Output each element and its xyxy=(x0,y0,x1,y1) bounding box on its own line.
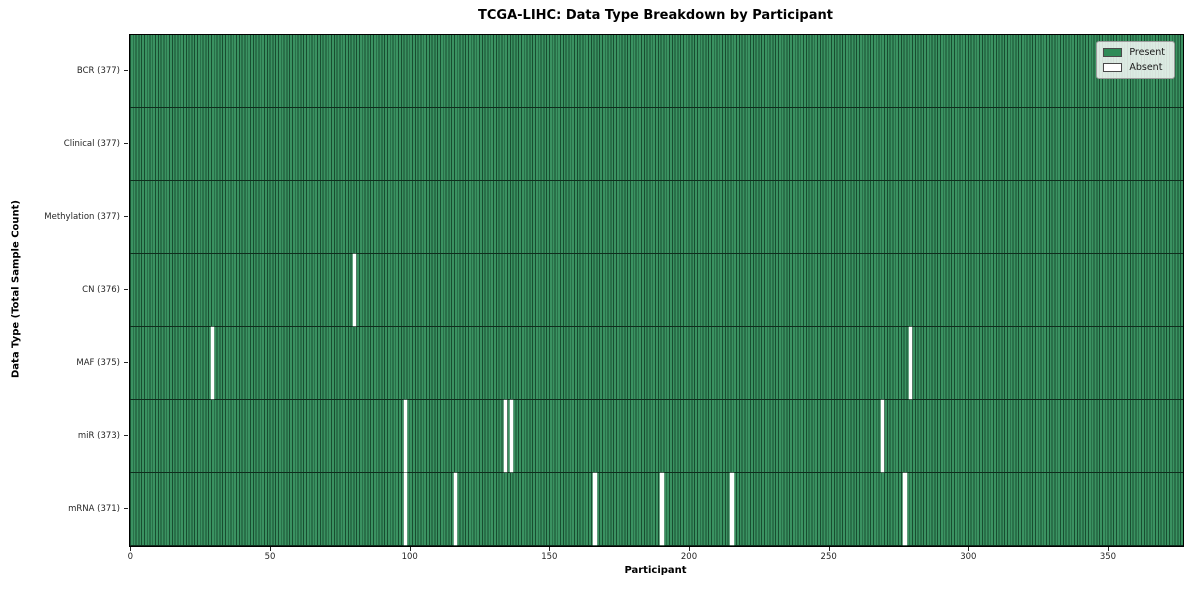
absent-marker-mir-269 xyxy=(881,400,885,472)
absent-marker-mrna-116 xyxy=(453,473,457,545)
heat-row-methylation xyxy=(130,181,1183,254)
legend: Present Absent xyxy=(1096,41,1175,79)
absent-marker-cn-80 xyxy=(353,254,357,326)
xtick-label-200: 200 xyxy=(680,552,698,562)
absent-marker-mir-134 xyxy=(504,400,508,472)
xtick-mark xyxy=(130,546,132,551)
legend-label-absent: Absent xyxy=(1129,62,1163,73)
xtick-mark xyxy=(270,546,272,551)
absent-marker-maf-279 xyxy=(909,327,913,399)
ytick-mark xyxy=(124,435,128,436)
ytick-label-mir: miR (373) xyxy=(77,430,120,441)
ytick-label-mrna: mRNA (371) xyxy=(68,503,120,514)
ytick-mark xyxy=(124,362,128,363)
absent-marker-mir-98 xyxy=(403,400,407,472)
absent-marker-mir-136 xyxy=(509,400,513,472)
xtick-label-350: 350 xyxy=(1099,552,1117,562)
xtick-label-50: 50 xyxy=(264,552,276,562)
chart-title: TCGA-LIHC: Data Type Breakdown by Partic… xyxy=(478,8,833,23)
legend-item-absent: Absent xyxy=(1103,62,1165,73)
legend-label-present: Present xyxy=(1129,47,1165,58)
absent-marker-mrna-277 xyxy=(903,473,907,545)
xtick-label-250: 250 xyxy=(820,552,837,562)
xtick-mark xyxy=(409,546,411,551)
ytick-mark xyxy=(124,70,128,71)
ytick-label-bcr: BCR (377) xyxy=(76,65,120,76)
x-axis-label: Participant xyxy=(624,565,687,576)
absent-marker-maf-29 xyxy=(210,327,214,399)
heat-row-cn xyxy=(130,254,1183,327)
heat-row-mrna xyxy=(130,473,1183,546)
ytick-label-cn: CN (376) xyxy=(82,284,120,295)
ytick-label-maf: MAF (375) xyxy=(76,357,120,368)
absent-marker-mrna-166 xyxy=(593,473,597,545)
heat-row-clinical xyxy=(130,108,1183,181)
xtick-label-300: 300 xyxy=(960,552,977,562)
plot-area: Present Absent xyxy=(129,34,1184,547)
xtick-mark xyxy=(549,546,551,551)
legend-item-present: Present xyxy=(1103,47,1165,58)
heat-row-mir xyxy=(130,400,1183,473)
heat-row-maf xyxy=(130,327,1183,400)
xtick-label-150: 150 xyxy=(541,552,558,562)
xtick-mark xyxy=(828,546,830,551)
ytick-mark xyxy=(124,508,128,509)
ytick-mark xyxy=(124,143,128,144)
xtick-mark xyxy=(1107,546,1109,551)
absent-swatch xyxy=(1103,62,1123,73)
heat-row-bcr xyxy=(130,35,1183,108)
xtick-mark xyxy=(689,546,691,551)
xtick-label-0: 0 xyxy=(127,552,134,562)
absent-marker-mrna-98 xyxy=(403,473,407,545)
ytick-mark xyxy=(124,216,128,217)
absent-marker-mrna-215 xyxy=(730,473,734,545)
ytick-label-clinical: Clinical (377) xyxy=(63,138,120,149)
xtick-mark xyxy=(968,546,970,551)
ytick-label-methylation: Methylation (377) xyxy=(44,211,120,222)
absent-marker-mrna-190 xyxy=(660,473,664,545)
present-swatch xyxy=(1103,47,1123,58)
ytick-mark xyxy=(124,289,128,290)
xtick-label-100: 100 xyxy=(401,552,418,562)
